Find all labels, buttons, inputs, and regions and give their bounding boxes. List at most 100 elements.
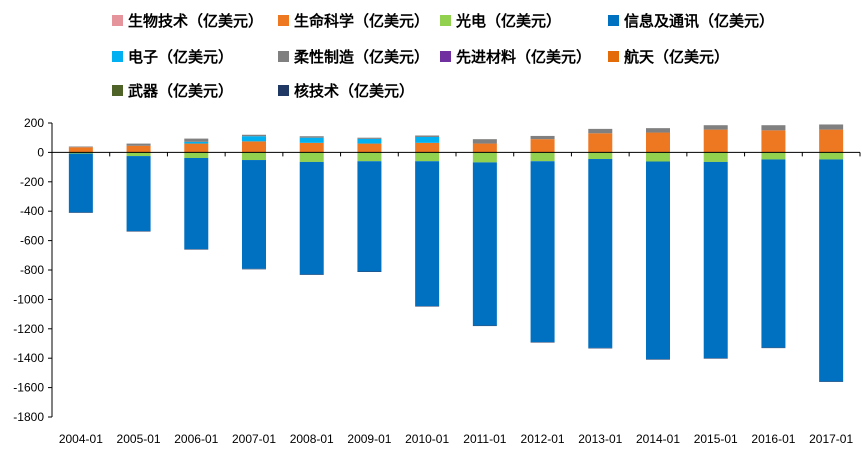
y-tick-label: 200 (24, 116, 44, 130)
x-tick-label: 2015-01 (694, 432, 738, 446)
y-tick-label: -1200 (13, 322, 44, 336)
bar-segment (357, 271, 382, 272)
bar-segment (819, 381, 844, 382)
bar-segment (588, 128, 613, 134)
bar-segment (761, 130, 786, 153)
x-tick-label: 2014-01 (636, 432, 680, 446)
bar-segment (761, 159, 786, 348)
bar-segment (68, 212, 93, 213)
bar-segment (357, 137, 382, 139)
legend-item: 光电（亿美元） (440, 10, 561, 31)
bar-segment (299, 161, 324, 275)
legend-swatch (112, 15, 123, 26)
legend-swatch (112, 51, 123, 62)
bar-segment (415, 135, 440, 137)
bar-segment (242, 160, 266, 269)
bar-segment (415, 306, 440, 307)
legend-label: 核技术（亿美元） (294, 82, 415, 100)
legend-item: 生命科学（亿美元） (278, 10, 429, 31)
bar-segment (184, 138, 209, 142)
y-tick-label: -200 (20, 175, 44, 189)
bar-segment (299, 142, 324, 153)
bar-segment (819, 124, 844, 130)
bar-segment (415, 161, 440, 307)
bar-segment (184, 141, 209, 144)
bar-segment (68, 147, 93, 153)
bar-segment (703, 161, 728, 359)
legend-item: 信息及通讯（亿美元） (608, 10, 774, 31)
legend-swatch (440, 51, 451, 62)
y-tick-label: -1600 (13, 381, 44, 395)
bar-segment (472, 139, 497, 144)
legend-label: 电子（亿美元） (128, 48, 234, 66)
bar-segment (761, 347, 786, 349)
bar-segment (299, 136, 324, 138)
bar-segment (299, 152, 324, 162)
bar-segment (184, 249, 209, 250)
bar-segment (415, 152, 440, 162)
x-tick-label: 2017-01 (809, 432, 853, 446)
x-tick-label: 2012-01 (521, 432, 565, 446)
bar-segment (415, 142, 440, 153)
legend-label: 信息及通讯（亿美元） (624, 12, 775, 30)
bar-segment (530, 152, 555, 162)
bar-segment (819, 152, 844, 160)
x-tick-label: 2013-01 (578, 432, 622, 446)
y-tick-label: -800 (20, 263, 44, 277)
bar-segment (530, 342, 555, 343)
bar-segment (415, 136, 440, 143)
legend-label: 先进材料（亿美元） (456, 48, 592, 66)
bar-segment (299, 274, 324, 275)
bar-segment (530, 161, 555, 343)
x-tick-label: 2016-01 (751, 432, 795, 446)
legend-swatch (278, 51, 289, 62)
y-tick-label: -600 (20, 234, 44, 248)
legend-label: 武器（亿美元） (128, 82, 234, 100)
x-tick-label: 2007-01 (232, 432, 276, 446)
legend-item: 生物技术（亿美元） (112, 10, 263, 31)
bar-segment (126, 143, 151, 146)
bar-segment (530, 135, 555, 140)
x-tick-label: 2011-01 (463, 432, 506, 446)
bar-segment (184, 157, 209, 250)
bar-segment (472, 325, 497, 327)
legend: 生物技术（亿美元） 生命科学（亿美元） 光电（亿美元） 信息及通讯（亿美元） 电子（亿美… (0, 0, 862, 110)
bar-segment (126, 152, 151, 157)
bar-segment (357, 143, 382, 153)
bar-segment (588, 133, 613, 153)
bar-segment (646, 161, 670, 360)
bar-segment (472, 152, 497, 163)
x-tick-label: 2010-01 (405, 432, 449, 446)
legend-item: 核技术（亿美元） (278, 80, 414, 101)
y-tick-label: 0 (37, 145, 44, 159)
bar-segment (68, 146, 93, 148)
bar-segment (357, 161, 382, 272)
legend-swatch (278, 15, 289, 26)
x-tick-label: 2008-01 (290, 432, 334, 446)
legend-swatch (440, 15, 451, 26)
legend-item: 电子（亿美元） (112, 46, 233, 67)
legend-label: 生命科学（亿美元） (294, 12, 430, 30)
y-tick-label: -1000 (13, 292, 44, 306)
bar-segment (184, 152, 209, 158)
bar-segment (530, 139, 555, 153)
legend-label: 光电（亿美元） (456, 12, 562, 30)
bar-segment (703, 129, 728, 153)
bar-segment (242, 134, 266, 137)
bar-segment (703, 152, 728, 162)
x-tick-label: 2005-01 (117, 432, 161, 446)
bar-segment (819, 159, 844, 382)
legend-item: 武器（亿美元） (112, 80, 233, 101)
x-tick-label: 2004-01 (59, 432, 103, 446)
bar-segment (646, 152, 670, 162)
bar-segment (126, 156, 151, 232)
legend-swatch (112, 85, 123, 96)
y-tick-label: -1800 (13, 410, 44, 424)
bar-segment (819, 129, 844, 153)
bar-segment (357, 152, 382, 162)
bar-segment (588, 347, 613, 349)
bar-segment (126, 231, 151, 232)
bar-segment (646, 359, 670, 360)
bar-segment (68, 153, 93, 213)
